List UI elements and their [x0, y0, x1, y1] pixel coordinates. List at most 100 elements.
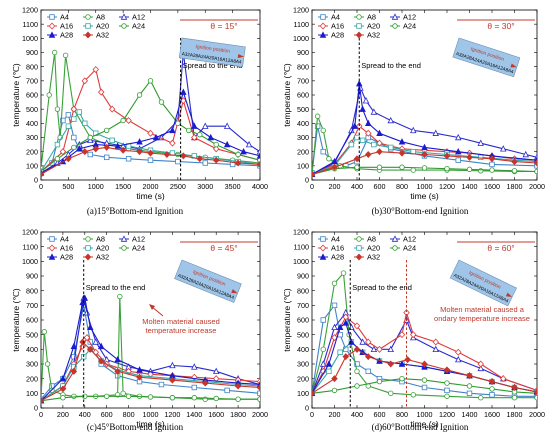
data-point-a32: [466, 153, 473, 161]
legend-marker: [392, 23, 398, 29]
data-point-a4: [365, 368, 371, 375]
data-point-a24: [71, 144, 77, 151]
data-point-a12: [191, 363, 198, 370]
data-point-a32: [488, 378, 496, 386]
data-point-a4: [354, 361, 360, 367]
legend-marker: [356, 14, 362, 20]
legend-marker: [48, 244, 56, 252]
series-line-a32: [41, 341, 260, 402]
y-tick-label: 700: [26, 76, 38, 85]
legend-marker: [319, 22, 327, 30]
spread-to-end-label: Spread to the end: [352, 283, 412, 292]
data-point-a8: [511, 395, 518, 401]
data-point-a32: [65, 155, 72, 163]
x-tick-label: 1400: [186, 410, 202, 419]
data-point-a12: [201, 122, 209, 129]
data-point-a32: [443, 152, 451, 160]
series-line-a12: [312, 87, 537, 175]
x-tick-label: 0: [39, 410, 43, 419]
panel-c: 0 100 200 300 400 500 600 700 800 900 1000 1100 1200…: [11, 228, 268, 432]
data-point-a4: [65, 112, 72, 118]
panel-caption: (a)15°Bottom-end Ignition: [87, 206, 184, 216]
x-tick-label: 400: [351, 182, 363, 191]
data-point-a16: [500, 375, 507, 383]
data-point-a32: [365, 151, 372, 158]
legend-label-a28: A28: [331, 253, 344, 262]
legend-label-a4: A4: [331, 13, 340, 22]
data-point-a28: [359, 105, 366, 112]
y-axis-label: temperature (℃): [11, 63, 21, 127]
data-point-a16: [365, 129, 372, 137]
inset-plate-body: [449, 259, 517, 307]
y-tick-label: 600: [297, 316, 309, 325]
data-point-a4: [257, 390, 260, 397]
x-tick-label: 0: [310, 410, 314, 419]
inset-plate-body: [452, 37, 521, 78]
legend-marker: [48, 31, 56, 38]
data-point-a4: [320, 317, 326, 323]
y-tick-label: 1100: [294, 20, 309, 29]
panel-d: 0 100 200 300 400 500 600 700 800 900 1000 1100 1200…: [282, 228, 545, 432]
y-tick-label: 900: [26, 272, 38, 281]
x-axis-label: time (s): [410, 419, 439, 429]
legend-label-a12: A12: [132, 13, 145, 22]
data-point-a28: [351, 122, 359, 129]
data-point-a12: [454, 133, 462, 141]
data-point-a4: [87, 151, 93, 158]
data-point-a24: [354, 164, 360, 170]
panel-a: 0 100 200 300 400 500 600 700 800 900 1000 1100 1200…: [11, 6, 268, 216]
data-point-a24: [444, 380, 450, 386]
spread-to-end-label: Spread to the end: [86, 283, 146, 292]
data-point-a8: [320, 127, 326, 134]
data-point-a16: [83, 334, 91, 342]
data-point-a32: [79, 338, 86, 346]
y-tick-label: 100: [297, 161, 309, 170]
data-point-a28: [364, 119, 372, 127]
data-point-a12: [387, 345, 395, 353]
legend-marker: [391, 13, 399, 20]
y-tick-label: 400: [297, 119, 309, 128]
y-tick-label: 300: [297, 133, 309, 142]
data-point-a28: [76, 145, 83, 152]
data-point-a16: [125, 117, 132, 124]
data-point-a32: [533, 159, 537, 167]
data-point-a8: [120, 390, 126, 397]
data-point-a24: [54, 156, 61, 162]
x-tick-label: 1500: [115, 182, 131, 191]
x-tick-label: 0: [39, 182, 43, 191]
data-point-a32: [212, 156, 220, 164]
y-axis-label: temperature (℃): [282, 288, 292, 352]
legend-label-a12: A12: [132, 235, 145, 244]
data-point-a8: [354, 368, 360, 375]
data-point-a24: [103, 127, 110, 134]
data-point-a16: [212, 145, 220, 153]
data-point-a16: [81, 77, 89, 85]
data-point-a4: [191, 384, 197, 391]
data-point-a20: [388, 144, 394, 151]
legend-label-a20: A20: [367, 22, 380, 31]
data-point-a20: [337, 349, 343, 355]
data-point-a8: [62, 52, 69, 59]
data-point-a16: [398, 331, 406, 339]
data-point-a28: [398, 138, 406, 145]
legend: A4 A8 A12 A16 A20 A24 A28 A32: [47, 13, 145, 40]
legend-marker: [49, 14, 55, 20]
data-point-a32: [256, 383, 260, 391]
x-tick-label: 600: [374, 182, 386, 191]
x-tick-label: 1000: [88, 182, 104, 191]
data-point-a28: [87, 323, 94, 331]
data-point-a32: [169, 376, 176, 384]
data-point-a32: [87, 345, 94, 353]
legend-label-a12: A12: [403, 13, 416, 22]
legend-marker: [48, 22, 56, 30]
data-point-a32: [342, 353, 349, 361]
y-tick-label: 600: [297, 91, 309, 100]
legend-label-a16: A16: [60, 244, 73, 253]
data-point-a4: [534, 163, 537, 169]
legend-label-a20: A20: [96, 244, 109, 253]
legend-marker: [319, 31, 327, 38]
x-tick-label: 1800: [507, 410, 523, 419]
data-point-a12: [359, 338, 366, 345]
data-point-a24: [399, 164, 405, 170]
